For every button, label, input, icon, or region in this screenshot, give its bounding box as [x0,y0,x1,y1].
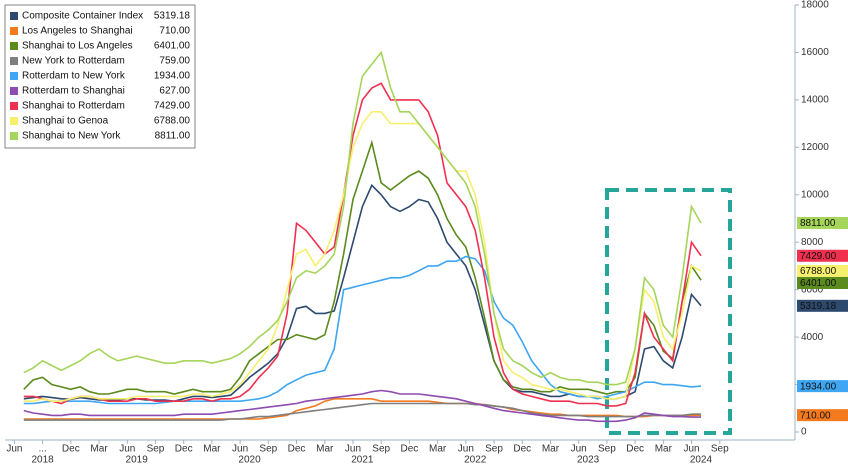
y-tick-label: 0 [801,427,807,438]
y-tick-label: 16000 [801,47,829,58]
legend: Composite Container Index 5319.18 Los Ange… [4,4,196,149]
end-label: 5319.18 [800,301,837,312]
year-label: 2024 [690,455,713,466]
year-label: 2019 [126,455,149,466]
legend-name: Rotterdam to New York [22,71,126,82]
legend-value: 6788.00 [154,116,191,127]
legend-swatch [10,132,18,140]
legend-name: Shanghai to New York [22,131,121,142]
legend-swatch [10,72,18,80]
end-label: 1934.00 [800,381,837,392]
legend-swatch [10,27,18,35]
series-line [23,183,702,403]
year-label: 2022 [464,455,487,466]
legend-value: 7429.00 [154,101,191,112]
series-line [23,398,702,420]
legend-value: 8811.00 [155,131,191,142]
legend-name: Shanghai to Genoa [22,116,109,127]
legend-value: 5319.18 [154,11,191,22]
x-tick-label: Mar [203,444,221,455]
end-label-box [797,249,848,262]
x-tick-label: Jun [683,444,699,455]
x-tick-label: Jun [232,444,248,455]
x-tick-label: Sep [147,444,165,455]
legend-name: Rotterdam to Shanghai [22,86,125,97]
end-label-box [797,380,848,393]
highlight-box [605,188,732,435]
legend-name: Shanghai to Los Angeles [22,41,133,52]
y-tick-label: 10000 [801,189,829,200]
x-tick-label: Sep [372,444,390,455]
end-label: 7429.00 [800,251,837,262]
legend-swatch [10,42,18,50]
legend-name: New York to Rotterdam [22,56,125,67]
end-label-box [797,409,848,422]
x-tick-label: Dec [401,444,419,455]
legend-swatch [10,12,18,20]
legend-value: 759.00 [159,56,190,67]
y-tick-label: 8000 [801,237,824,248]
legend-swatch [10,117,18,125]
legend-value: 1934.00 [154,71,191,82]
series-line [23,82,702,407]
legend-swatch [10,87,18,95]
end-label-box [797,264,848,277]
legend-name: Los Angeles to Shanghai [22,26,133,37]
x-tick-label: Dec [62,444,80,455]
end-label: 8811.00 [800,218,836,229]
x-tick-label: Jun [571,444,587,455]
y-tick-label: 6000 [801,284,824,295]
x-tick-label: Dec [288,444,306,455]
x-tick-label: Mar [316,444,334,455]
y-tick-label: 4000 [801,332,824,343]
x-tick-label: Dec [513,444,531,455]
series-line [23,139,702,395]
x-tick-label: Dec [626,444,644,455]
x-tick-label: Mar [429,444,447,455]
x-tick-label: Mar [542,444,560,455]
year-label: 2021 [351,455,374,466]
legend-name: Shanghai to Rotterdam [22,101,125,112]
x-tick-label: Jun [458,444,474,455]
x-tick-label: Mar [655,444,673,455]
end-label-box [797,299,848,312]
end-label-box [797,216,848,229]
x-tick-label: Sep [711,444,729,455]
legend-swatch [10,102,18,110]
legend-value: 627.00 [159,86,190,97]
x-tick-label: Sep [485,444,503,455]
series-line [23,389,701,423]
x-tick-label: Jun [6,444,22,455]
end-label-box [797,276,848,289]
legend-box [4,4,196,149]
y-tick-label: 18000 [801,0,829,11]
series-line [23,255,702,405]
legend-value: 6401.00 [154,41,191,52]
x-tick-label: Jun [345,444,361,455]
end-label: 6788.00 [800,266,837,277]
year-label: 2020 [238,455,261,466]
series-line [23,402,702,421]
y-tick-label: 12000 [801,142,829,153]
x-tick-label: ... [38,444,46,455]
x-tick-label: Mar [90,444,108,455]
x-tick-label: Jun [119,444,135,455]
series-line [23,111,702,402]
legend-swatch [10,57,18,65]
series-line [23,50,702,386]
year-label: 2023 [577,455,600,466]
x-tick-label: Sep [598,444,616,455]
legend-name: Composite Container Index [22,11,143,22]
end-label: 710.00 [800,410,831,421]
y-tick-label: 14000 [801,95,829,106]
x-tick-label: Dec [175,444,193,455]
year-label: 2018 [31,455,54,466]
end-label: 6401.00 [800,278,837,289]
legend-value: 710.00 [159,26,190,37]
x-tick-label: Sep [259,444,277,455]
